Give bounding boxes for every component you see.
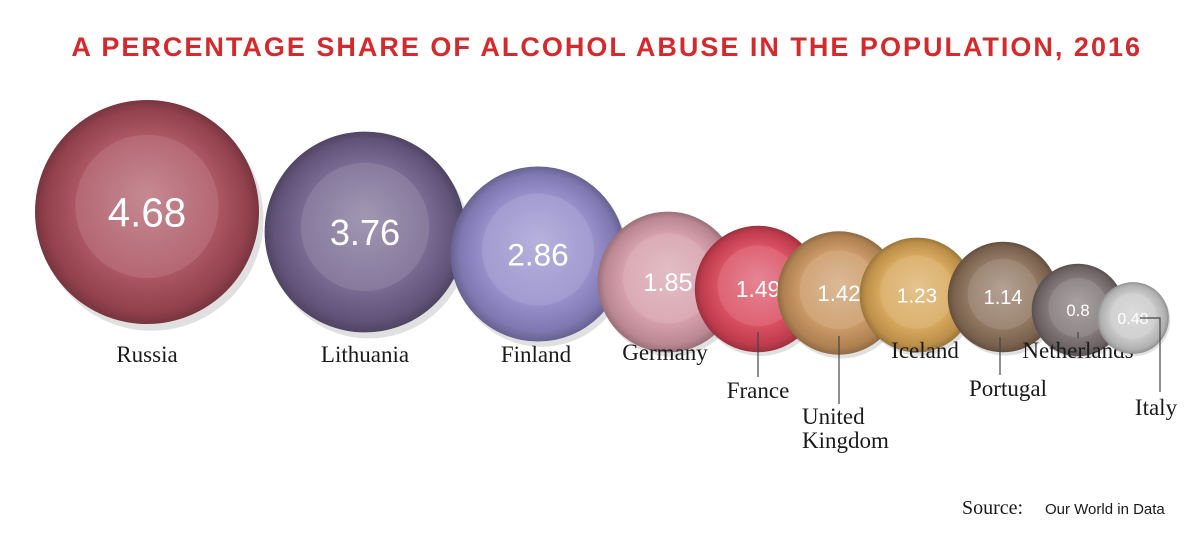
leader-line-italy xyxy=(1140,317,1161,392)
bubble-highlight-united-kingdom xyxy=(799,250,879,330)
bubble-finland xyxy=(450,166,626,342)
value-label-france: 1.49 xyxy=(736,276,780,302)
category-label-united-kingdom: United Kingdom xyxy=(802,404,889,453)
source-prefix: Source: xyxy=(962,497,1023,519)
category-label-germany: Germany xyxy=(622,340,708,365)
bubble-highlight-portugal xyxy=(967,258,1039,330)
category-label-finland: Finland xyxy=(501,342,572,367)
bubble-highlight-lithuania xyxy=(300,162,430,292)
bubble-highlight-italy xyxy=(1110,293,1156,340)
value-label-portugal: 1.14 xyxy=(984,287,1023,309)
value-label-lithuania: 3.76 xyxy=(330,212,400,253)
source-name: Our World in Data xyxy=(1045,501,1165,518)
value-label-united-kingdom: 1.42 xyxy=(817,281,860,306)
value-label-finland: 2.86 xyxy=(507,236,568,272)
bubble-highlight-iceland xyxy=(880,255,954,329)
bubble-russia xyxy=(35,100,259,324)
bubble-highlight-russia xyxy=(75,134,219,279)
category-label-lithuania: Lithuania xyxy=(321,342,409,367)
value-label-netherlands: 0.8 xyxy=(1066,301,1089,320)
category-label-iceland: Iceland xyxy=(891,338,959,363)
category-label-portugal: Portugal xyxy=(969,376,1047,401)
value-label-italy: 0.48 xyxy=(1117,311,1148,328)
source-note: Source: Our World in Data xyxy=(962,497,1165,519)
bubble-highlight-netherlands xyxy=(1048,278,1108,338)
category-label-france: France xyxy=(727,378,790,403)
value-label-germany: 1.85 xyxy=(643,269,692,297)
chart-title: A PERCENTAGE SHARE OF ALCOHOL ABUSE IN T… xyxy=(71,32,1142,62)
bubble-italy xyxy=(1097,282,1169,354)
bubble-highlight-france xyxy=(717,245,799,327)
category-label-russia: Russia xyxy=(116,342,177,367)
bubbles-group: 4.68 Russia 3.76 Lithuania 2.86 Finland 1.85 Ge… xyxy=(35,100,1178,453)
bubble-highlight-germany xyxy=(622,233,714,324)
bubble-iceland xyxy=(859,237,975,353)
bubble-portugal xyxy=(947,241,1059,353)
value-label-iceland: 1.23 xyxy=(897,284,937,307)
category-label-italy: Italy xyxy=(1135,395,1178,420)
value-label-russia: 4.68 xyxy=(108,190,186,236)
bubble-lithuania xyxy=(264,131,466,333)
bubble-highlight-finland xyxy=(481,193,595,306)
